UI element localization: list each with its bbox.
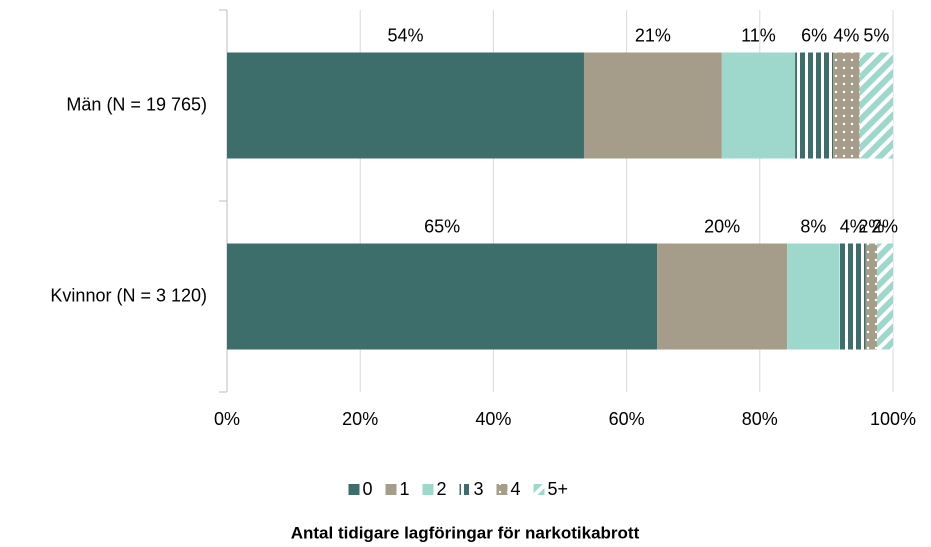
bar-segment xyxy=(721,52,796,159)
legend-swatch xyxy=(459,484,471,495)
data-label: 4% xyxy=(840,216,866,236)
data-label: 65% xyxy=(424,216,460,236)
data-label: 8% xyxy=(800,216,826,236)
data-label: 5% xyxy=(863,25,889,45)
legend-label: 2 xyxy=(437,479,447,499)
bar-segment xyxy=(227,52,584,159)
y-tick-label: Män (N = 19 765) xyxy=(66,94,207,114)
y-tick-label: Kvinnor (N = 3 120) xyxy=(50,285,207,305)
legend-label: 1 xyxy=(400,479,410,499)
bar-segment xyxy=(839,243,866,350)
legend-label: 5+ xyxy=(548,479,569,499)
x-tick-label: 80% xyxy=(742,409,778,429)
bar-segment xyxy=(833,52,860,159)
legend-label: 0 xyxy=(363,479,373,499)
legend-swatch xyxy=(348,484,360,495)
legend-swatch xyxy=(496,484,508,495)
legend-swatch xyxy=(385,484,397,495)
bar-segment xyxy=(865,243,878,350)
legend-label: 3 xyxy=(474,479,484,499)
data-label: 2% xyxy=(858,216,884,236)
x-tick-label: 0% xyxy=(214,409,240,429)
data-label: 6% xyxy=(801,25,827,45)
data-label: 54% xyxy=(387,25,423,45)
bar-segment xyxy=(877,243,893,350)
data-label: 20% xyxy=(704,216,740,236)
bar-segment xyxy=(583,52,722,159)
data-label: 2% xyxy=(872,216,898,236)
bar-segment xyxy=(657,243,788,350)
x-tick-label: 40% xyxy=(475,409,511,429)
bar-segment xyxy=(787,243,840,350)
data-label: 4% xyxy=(833,25,859,45)
bar-segment xyxy=(795,52,834,159)
x-tick-label: 60% xyxy=(609,409,645,429)
x-tick-label: 100% xyxy=(870,409,916,429)
bar-segment xyxy=(859,52,893,159)
data-label: 21% xyxy=(635,25,671,45)
legend-label: 4 xyxy=(511,479,521,499)
legend-swatch xyxy=(422,484,434,495)
legend-swatch xyxy=(533,484,545,495)
legend-title: Antal tidigare lagföringar för narkotika… xyxy=(291,523,640,542)
bar-segment xyxy=(227,243,658,350)
data-label: 11% xyxy=(741,25,776,45)
x-tick-label: 20% xyxy=(342,409,378,429)
